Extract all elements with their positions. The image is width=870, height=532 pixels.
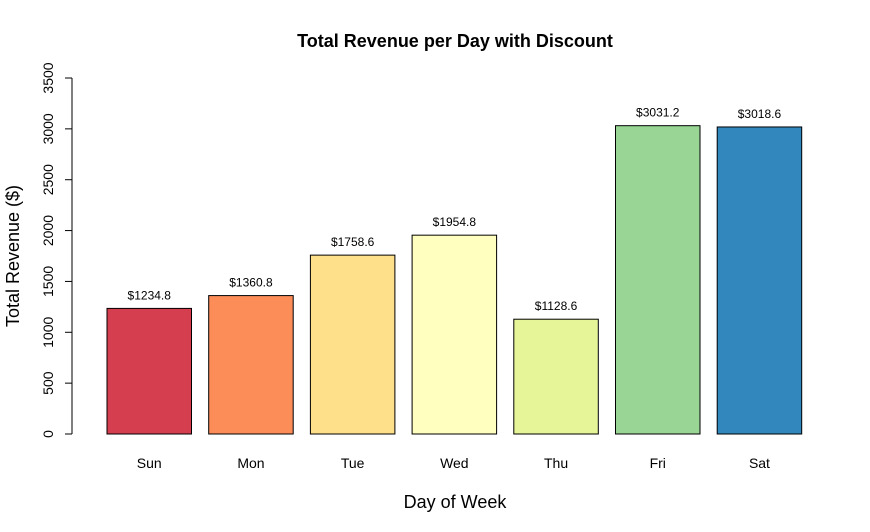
bar-value-label: $3031.2 bbox=[636, 106, 680, 120]
y-axis: 0 500 1000 1500 2000 2500 3000 3500 bbox=[40, 62, 73, 438]
value-labels: $1234.8 $1360.8 $1758.6 $1954.8 $1128.6 $3031… bbox=[128, 106, 782, 314]
y-tick-label: 3500 bbox=[40, 62, 56, 93]
bar-tue bbox=[309, 254, 396, 435]
bar-value-label: $1954.8 bbox=[433, 215, 477, 229]
chart-title: Total Revenue per Day with Discount bbox=[297, 31, 613, 51]
x-tick-label: Sun bbox=[137, 455, 162, 471]
x-tick-label: Mon bbox=[237, 455, 264, 471]
bar-mon bbox=[208, 295, 294, 435]
y-axis-title: Total Revenue ($) bbox=[3, 185, 23, 327]
x-tick-label: Fri bbox=[650, 455, 666, 471]
bar-sun bbox=[106, 307, 192, 435]
x-tick-label: Sat bbox=[749, 455, 770, 471]
bar-value-label: $1128.6 bbox=[535, 299, 578, 313]
bars-group bbox=[106, 125, 803, 435]
bar-value-label: $1758.6 bbox=[331, 235, 375, 249]
x-tick-label: Wed bbox=[440, 455, 469, 471]
y-tick-label: 0 bbox=[40, 430, 56, 438]
bar-thu bbox=[513, 318, 599, 435]
bar-wed bbox=[411, 234, 498, 435]
y-tick-label: 3000 bbox=[40, 113, 56, 144]
bar-sat bbox=[716, 126, 803, 435]
x-tick-label: Thu bbox=[544, 455, 568, 471]
y-tick-label: 1500 bbox=[40, 266, 56, 297]
bar-value-label: $1360.8 bbox=[229, 276, 273, 290]
y-tick-label: 500 bbox=[40, 371, 56, 395]
x-axis-title: Day of Week bbox=[404, 492, 508, 512]
y-tick-label: 2500 bbox=[40, 164, 56, 195]
y-tick-label: 1000 bbox=[40, 317, 56, 348]
bar-value-label: $3018.6 bbox=[738, 107, 782, 121]
x-tick-label: Tue bbox=[341, 455, 365, 471]
bar-fri bbox=[615, 125, 701, 435]
bar-value-label: $1234.8 bbox=[128, 288, 172, 302]
x-axis-labels: Sun Mon Tue Wed Thu Fri Sat bbox=[137, 455, 770, 471]
y-tick-label: 2000 bbox=[40, 215, 56, 246]
